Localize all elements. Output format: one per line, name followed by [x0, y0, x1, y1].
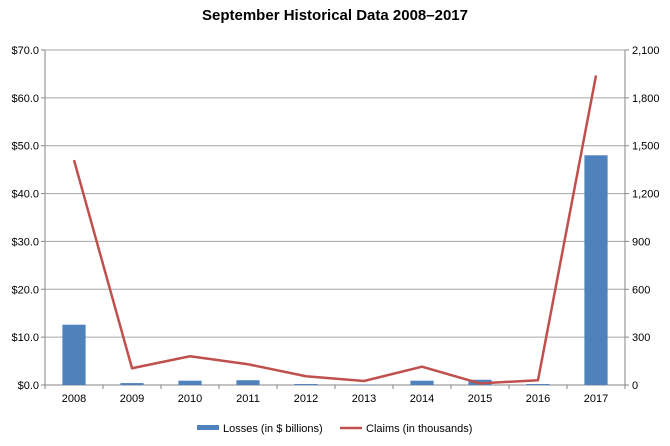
bar	[584, 155, 608, 385]
left-axis-ticks: $0.0 $10.0 $20.0 $30.0 $40.0 $50.0 $60.0 $70.0	[11, 45, 45, 392]
left-tick-label: $50.0	[11, 141, 39, 153]
left-tick-label: $40.0	[11, 189, 39, 201]
legend: Losses (in $ billions) Claims (in thousan…	[197, 423, 472, 435]
left-tick-label: $60.0	[11, 93, 39, 105]
x-tick-label: 2015	[468, 393, 492, 405]
x-tick-label: 2011	[236, 393, 260, 405]
right-tick-label: 2,100	[632, 45, 660, 57]
left-tick-label: $30.0	[11, 236, 39, 248]
bar-series	[62, 155, 608, 385]
line-series	[72, 75, 598, 385]
bar	[62, 324, 86, 385]
right-tick-label: 300	[632, 332, 650, 344]
bar	[294, 384, 318, 385]
x-tick-label: 2009	[120, 393, 144, 405]
legend-label-claims: Claims (in thousands)	[366, 423, 472, 435]
x-tick-label: 2010	[178, 393, 202, 405]
grid-lines	[45, 49, 625, 338]
legend-label-losses: Losses (in $ billions)	[223, 423, 323, 435]
right-tick-label: 1,200	[632, 189, 660, 201]
left-tick-label: $20.0	[11, 284, 39, 296]
x-tick-label: 2016	[526, 393, 550, 405]
right-tick-label: 1,500	[632, 141, 660, 153]
x-tick-label: 2014	[410, 393, 434, 405]
right-tick-label: 600	[632, 284, 650, 296]
left-tick-label: $70.0	[11, 45, 39, 57]
x-tick-label: 2012	[294, 393, 318, 405]
x-tick-label: 2008	[62, 393, 86, 405]
line-series-path	[72, 75, 598, 385]
x-tick-label: 2013	[352, 393, 376, 405]
bar	[410, 380, 434, 385]
left-tick-label: $0.0	[18, 380, 39, 392]
bar	[526, 384, 550, 385]
right-tick-label: 900	[632, 236, 650, 248]
right-tick-label: 0	[632, 380, 638, 392]
right-tick-label: 1,800	[632, 93, 660, 105]
x-tick-label: 2017	[584, 393, 608, 405]
axes	[44, 50, 626, 386]
x-axis-ticks: 2008 2009 2010 2011 2012 2013 2014 2015 2016 2017	[44, 385, 626, 405]
legend-swatch-bar	[197, 425, 219, 430]
bar	[120, 383, 144, 385]
right-axis-ticks: 0 300 600 900 1,200 1,500 1,800 2,100	[625, 45, 660, 392]
bar	[178, 380, 202, 385]
bar	[236, 380, 260, 385]
left-tick-label: $10.0	[11, 332, 39, 344]
chart-title: September Historical Data 2008–2017	[202, 7, 468, 24]
